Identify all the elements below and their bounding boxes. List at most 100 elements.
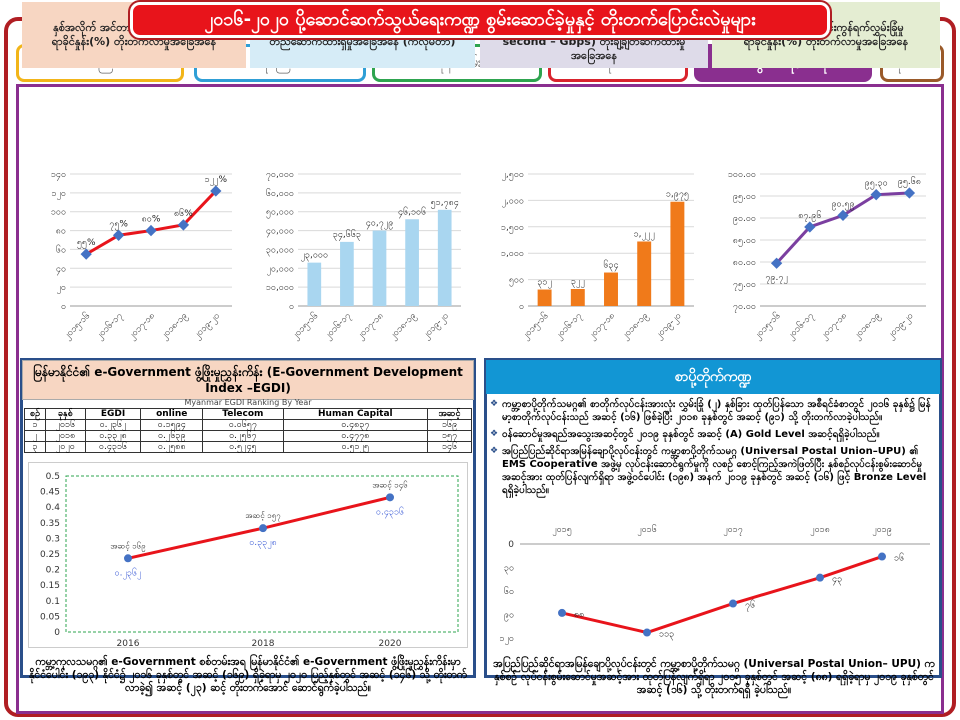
y-tick-label: ၁,၀၀၀ [501, 249, 524, 259]
bar [637, 241, 652, 306]
data-label: ၈၀% [142, 215, 161, 225]
table-cell: ၀.၅၂၄၅ [202, 441, 284, 453]
x-tick-label: ၂၀၁၆-၁၇ [94, 310, 126, 342]
bar [340, 241, 354, 306]
y-tick-label: ၆၀ [56, 244, 66, 255]
table-cell: ၁၆၉ [427, 419, 472, 431]
y-tick-label: ၉၀ [504, 611, 514, 622]
table-cell: ၀.၂၆၃၉ [140, 430, 204, 442]
y-tick-label: ၉၀.၀၀ [733, 214, 756, 225]
data-point [210, 185, 222, 197]
table-header: Human Capital [282, 408, 429, 420]
y-tick-label: 0.35 [40, 519, 60, 529]
data-point [903, 187, 916, 199]
y-tick-label: ၂,၅၀၀ [502, 170, 524, 181]
y-tick-label: ၈၀ [56, 227, 66, 237]
y-tick-label: 0.5 [46, 472, 60, 482]
x-tick-label: ၂၀၁၆-၁၇ [322, 310, 354, 342]
bar [437, 209, 452, 306]
data-label: ၉၅.၆၈ [898, 176, 921, 188]
series-line [127, 495, 391, 560]
y-tick-label: ၃၀ [504, 564, 514, 575]
y-tick-label: 0 [54, 628, 60, 638]
data-point [837, 209, 849, 222]
bar [570, 288, 585, 306]
y-tick-label: ၀ [289, 302, 294, 312]
data-label: ၂၃,၀၀၀ [301, 251, 329, 262]
table-header: Telecom [202, 408, 284, 420]
y-tick-label: 0.45 [40, 488, 60, 498]
x-tick-label: ၂၀၁၈-၁၉ [620, 311, 651, 342]
y-tick-label: ၁၄၀ [51, 170, 66, 181]
bar [372, 230, 387, 306]
y-tick-label: ၂,၀၀၀ [502, 196, 524, 207]
data-label: ၁,၉၇၅ [666, 190, 689, 201]
y-tick-label: 0.25 [40, 550, 60, 560]
y-tick-label: ၁၀၀ [51, 208, 66, 218]
y-tick-label: ၅၀၀ [509, 276, 524, 287]
bar [670, 201, 685, 306]
table-cell: ၂၀၁၆ [45, 419, 86, 431]
internet-usage-chart: ၀၂၀၄၀၆၀၈၀၁၀၀၁၂၀၁၄၀၂၀၁၅-၁၆ ၂၀၁၆-၁၇ ၂၀၁၇-၁၈၂… [51, 170, 232, 342]
table-cell: ၀.၂၃၆၂ [84, 419, 142, 431]
table-cell: ၀.၃၃၂၈ [84, 430, 142, 442]
x-tick-label: ၂၀၁၆-၁၇ [553, 310, 585, 342]
y-tick-label: ၈၀.၀၀ [733, 258, 756, 268]
x-tick-label: 2020 [379, 639, 402, 648]
data-label: ၈၈ [574, 610, 584, 620]
x-tick-label: ၂၀၁၅-၁၆ [289, 310, 321, 342]
content-panel [16, 84, 944, 714]
x-tick-label: ၂၀၁၇-၁၈ [127, 311, 158, 342]
x-tick-label: ၂၀၁၅-၁၆ [61, 310, 93, 342]
post-list-item: ဝန်ဆောင်မှုအရည်အသွေးအဆင့်တွင် ၂၀၁၉ ခုနှစ… [490, 428, 936, 441]
table-cell: ၀.၄၈၃၇ [282, 419, 429, 431]
y-tick-label: 0.4 [46, 503, 61, 513]
table-cell: ၀.၄၇၇၈ [282, 430, 429, 442]
data-label: ၈၇.၉၆ [798, 210, 821, 222]
data-label: ၃၁၂ [537, 278, 552, 289]
x-tick-label: ၂၀၁၇-၁၈ [355, 311, 386, 342]
table-cell: ၂၀၁၈ [45, 430, 86, 442]
data-label: ၁၂၂% [205, 175, 228, 186]
x-tick-label: ၂၀၁၆-၁၇ [785, 310, 817, 342]
data-point [112, 229, 125, 241]
table-cell: ၀.၅၁၂၅ [282, 441, 429, 453]
x-tick-label: 2016 [117, 639, 140, 648]
x-tick-label: ၂၀၁၈-၁၉ [159, 311, 190, 342]
table-cell: ၁၅၇ [427, 430, 472, 442]
data-label: ၇၆ [745, 600, 755, 612]
table-cell: ၁၄၆ [427, 441, 472, 453]
y-tick-label: ၁၂၀ [499, 634, 514, 645]
table-cell: ၀.၂၅၆၇ [202, 430, 284, 442]
data-label: ၄၀,၇၂၉ [366, 219, 394, 230]
y-tick-label: ၁,၅၀၀ [501, 223, 524, 234]
data-label: ၄၃ [832, 575, 842, 586]
data-label: ၅၅% [77, 238, 96, 249]
table-cell: ၀.၂၅၈၈ [140, 441, 204, 453]
rank-label: အဆင့် ၁၆၉ [110, 540, 146, 552]
plot-frame [65, 475, 459, 633]
x-tick-label: 2018 [252, 639, 275, 648]
y-tick-label: ၆၀ [504, 586, 514, 597]
data-point [816, 573, 824, 582]
x-tick-label: ၂၀၁၅ [552, 525, 572, 536]
table-header: online [140, 408, 204, 420]
data-label: ၀.၃၃၂၈ [249, 538, 277, 549]
y-tick-label: ၂၀,၀၀၀ [266, 264, 294, 275]
x-tick-label: ၂၀၁၉-၂၀ [421, 311, 452, 342]
data-label: ၇၉.၇၂ [765, 273, 787, 284]
y-tick-label: 0.1 [46, 597, 60, 607]
data-label: ၉၅.၃၀ [865, 179, 888, 190]
y-tick-label: ၁၀၀.၀၀ [728, 170, 756, 180]
table-cell: ၂၀၂၀ [45, 441, 86, 453]
x-tick-label: ၂၀၁၉-၂၀ [886, 311, 917, 342]
data-label: ၃၄,၆၆၃ [333, 229, 361, 241]
x-tick-label: ၂၀၁၇-၁၈ [819, 311, 850, 342]
x-tick-label: ၂၀၁၅-၁၆ [752, 310, 784, 342]
rank-label: အဆင့် ၁၄၆ [372, 479, 408, 491]
data-label: ၁၁၃ [659, 630, 674, 641]
data-label: ၈၆% [174, 208, 193, 219]
y-tick-label: 0.15 [40, 581, 60, 591]
data-point [259, 524, 267, 533]
